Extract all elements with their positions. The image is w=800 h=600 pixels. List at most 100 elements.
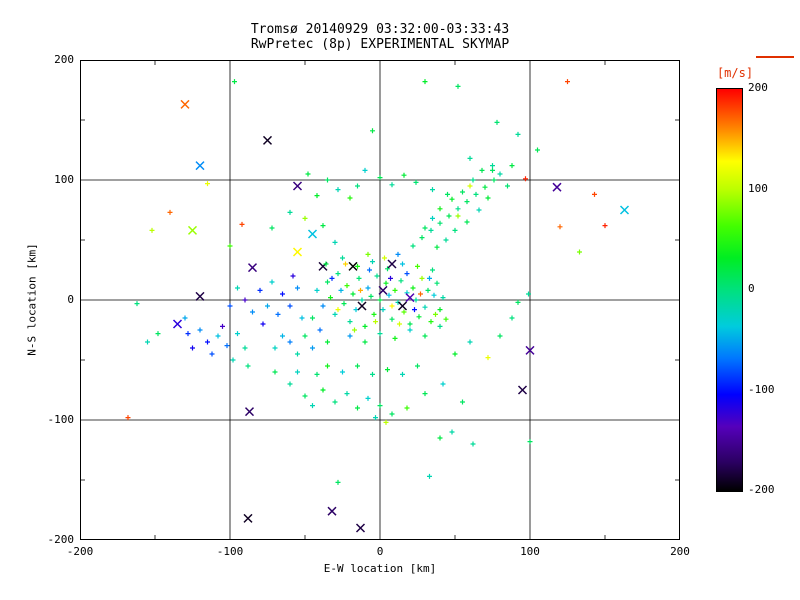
data-point [362,167,368,173]
data-point [455,213,461,219]
data-point [302,393,308,399]
data-point [388,275,393,281]
data-point [310,315,315,321]
data-point [412,307,417,313]
data-point [292,181,303,191]
data-point [355,263,360,269]
data-point [476,207,482,213]
data-point [332,399,338,405]
data-point [328,295,333,301]
data-point [619,205,630,215]
data-point [340,255,345,261]
data-point [602,223,608,229]
data-point [373,415,378,421]
data-point [407,321,413,327]
data-point [470,177,476,183]
data-point [197,327,203,333]
data-point [332,239,338,245]
data-point [467,183,473,189]
data-point [415,363,420,369]
colorbar-label: [m/s] [716,66,754,80]
data-point [398,278,404,284]
data-point [347,195,353,201]
data-point [535,147,540,153]
data-point [343,261,348,267]
data-point [239,221,245,227]
data-point [325,363,330,369]
data-point [338,287,344,293]
data-point [446,213,452,219]
data-point [307,229,318,239]
data-point [357,301,367,311]
x-tick-label: 200 [670,545,690,558]
data-point [377,331,383,337]
data-point [490,167,495,173]
data-point [557,224,563,230]
data-point [368,293,374,299]
data-point [320,223,326,229]
data-point [430,187,435,193]
data-point [385,266,390,272]
data-point [302,333,308,339]
data-point [410,285,416,291]
data-point [305,171,311,177]
data-point [523,176,528,182]
data-point [494,119,500,125]
data-point [287,381,293,387]
data-point [244,407,255,417]
data-point [335,271,341,277]
data-point [422,79,428,85]
data-point [386,292,392,298]
data-point [449,429,455,435]
data-point [434,280,440,286]
data-point [269,279,275,285]
data-point [389,316,395,322]
data-point [155,331,161,337]
data-point [404,271,410,277]
data-point [347,333,353,339]
scatter-plot [80,60,680,540]
data-point [235,331,240,337]
data-point [464,219,470,225]
data-point [358,287,363,293]
data-point [404,405,410,411]
data-point [430,267,435,273]
data-point [245,363,251,369]
plot-area [80,60,680,540]
data-point [344,283,350,289]
data-point [378,285,388,295]
data-point [505,183,510,189]
y-tick-label: 200 [54,53,74,66]
data-point [415,263,420,269]
data-point [389,182,395,188]
data-point [515,131,521,137]
data-point [242,345,248,351]
data-point [356,275,362,281]
data-point [419,235,425,241]
colorbar-top-mark [756,56,794,58]
data-point [362,323,368,329]
data-point [302,215,308,221]
data-point [430,215,435,221]
data-point [287,339,293,345]
data-point [380,307,386,313]
data-point [167,209,173,215]
colorbar-tick-label: 100 [748,181,768,195]
data-point [370,371,375,377]
data-point [243,513,253,523]
data-point [565,79,570,85]
data-point [310,345,315,351]
data-point [460,399,465,405]
data-point [325,279,330,285]
data-point [280,333,285,339]
data-point [509,163,515,169]
data-point [314,287,320,293]
data-point [280,291,285,297]
colorbar-tick-label: -200 [748,483,775,496]
data-point [422,391,428,397]
data-point [172,319,183,329]
data-point [220,323,225,329]
data-point [440,295,446,301]
figure-title-line1: Tromsø 20140929 03:32:00-03:33:43 [250,22,510,37]
data-point [497,333,503,339]
